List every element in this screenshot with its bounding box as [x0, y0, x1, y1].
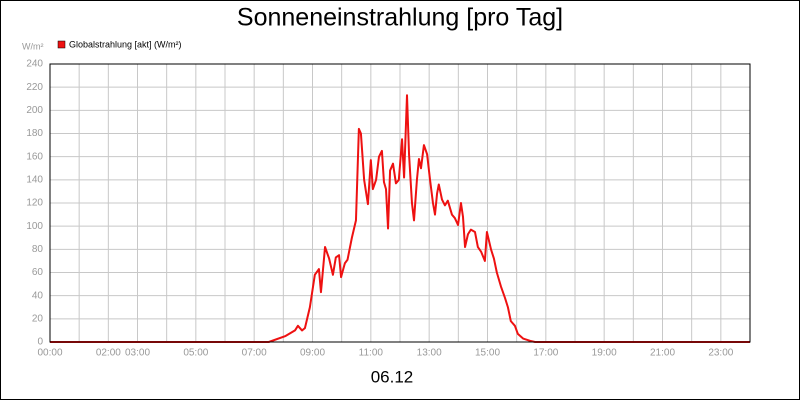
x-tick-label: 07:00: [242, 348, 267, 359]
x-tick-label: 11:00: [359, 348, 384, 359]
x-tick-label: 05:00: [183, 348, 208, 359]
y-tick-label: 120: [26, 198, 43, 209]
y-unit: W/m²: [22, 41, 44, 51]
y-tick-label: 80: [32, 244, 44, 255]
y-tick-label: 20: [32, 313, 44, 324]
x-tick-label: 09:00: [300, 348, 325, 359]
y-tick-label: 0: [37, 337, 43, 348]
x-tick-label: 21:00: [650, 348, 675, 359]
x-tick-label: 03:00: [125, 348, 150, 359]
plot: [50, 94, 750, 343]
y-tick-label: 180: [26, 128, 43, 139]
x-label: 06.12: [371, 367, 414, 386]
chart-title: Sonneneinstrahlung [pro Tag]: [237, 4, 563, 32]
y-tick-label: 160: [26, 151, 43, 162]
y-tick-label: 40: [32, 290, 44, 301]
x-tick-label: 17:00: [533, 348, 558, 359]
y-tick-label: 60: [32, 267, 44, 278]
plot-border: [49, 63, 751, 343]
y-tick-label: 220: [26, 82, 43, 93]
x-tick-label: 19:00: [592, 348, 617, 359]
x-tick-label: 23:00: [708, 348, 733, 359]
legend-swatch: [57, 40, 66, 49]
x-tick-label: 13:00: [417, 348, 442, 359]
y-tick-label: 240: [26, 59, 43, 70]
x-tick-label: 00:00: [37, 348, 62, 359]
data-line: [50, 94, 750, 343]
y-tick-label: 200: [26, 105, 43, 116]
x-tick-label: 15:00: [475, 348, 500, 359]
legend-label: Globalstrahlung [akt] (W/m²): [69, 39, 182, 49]
y-tick-label: 140: [26, 174, 43, 185]
y-tick-label: 100: [26, 221, 43, 232]
x-tick-label: 02:00: [96, 348, 121, 359]
